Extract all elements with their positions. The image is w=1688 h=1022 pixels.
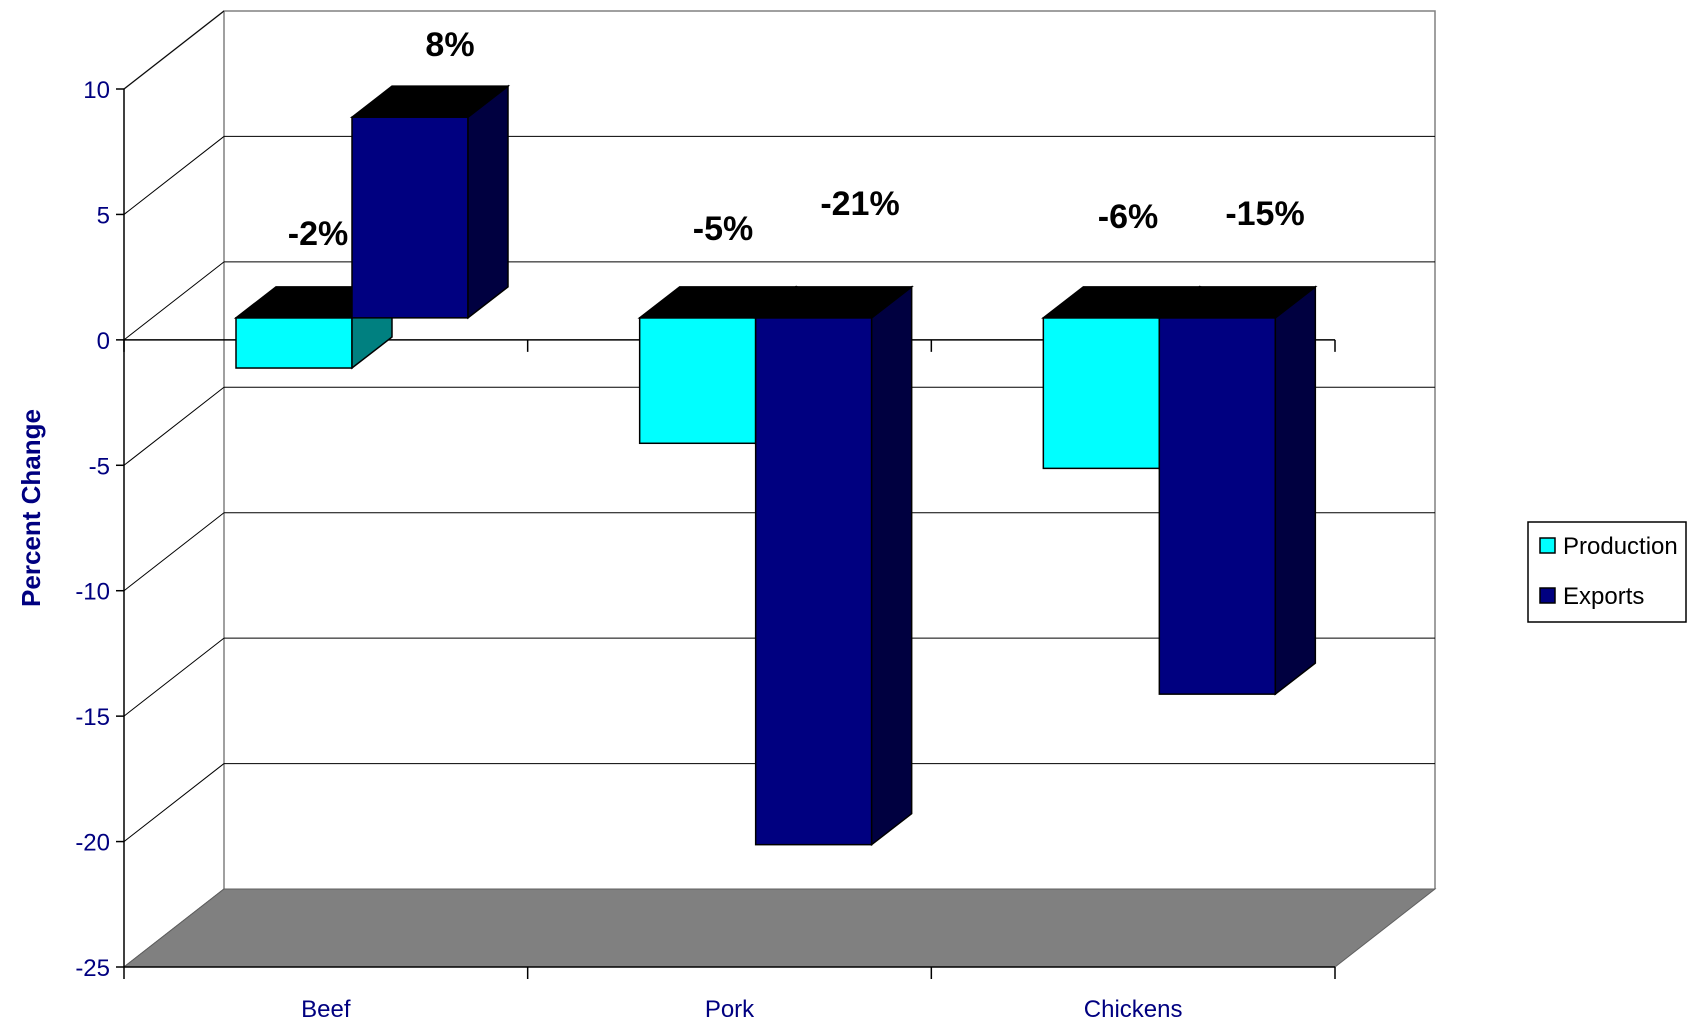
bar-side xyxy=(1274,285,1317,696)
legend: Production Exports xyxy=(1527,521,1687,623)
bar-side xyxy=(870,285,913,847)
y-tick-label: 5 xyxy=(97,202,110,229)
legend-label-exports: Exports xyxy=(1563,583,1644,610)
y-axis-title: Percent Change xyxy=(16,409,46,607)
data-label-exports-beef: 8% xyxy=(425,26,474,64)
y-tick-label: -25 xyxy=(75,955,110,982)
bar-top xyxy=(1157,286,1318,319)
y-tick-label: -10 xyxy=(75,579,110,606)
y-tick-label: -15 xyxy=(75,704,110,731)
y-tick-label: 10 xyxy=(83,77,110,104)
gridline-diagonal xyxy=(123,637,225,717)
bar-side xyxy=(467,84,509,320)
bar-top xyxy=(349,85,511,118)
floor-plane xyxy=(122,888,1437,968)
gridline-diagonal xyxy=(123,763,225,842)
back-wall xyxy=(223,10,1436,889)
gridline-diagonal xyxy=(123,136,225,215)
bar-front xyxy=(638,317,757,445)
data-label-production-beef: -2% xyxy=(288,215,348,253)
data-labels: -2% 8% -5% -21% -6% -15% xyxy=(288,26,1305,253)
bar-front xyxy=(235,317,353,369)
y-tick-label: -5 xyxy=(89,453,110,480)
legend-label-production: Production xyxy=(1563,533,1678,560)
y-tick-label: 0 xyxy=(97,328,110,355)
category-label-pork: Pork xyxy=(705,996,755,1022)
bar-front xyxy=(754,317,873,846)
bar-exports-chickens xyxy=(1157,285,1318,696)
category-label-chickens: Chickens xyxy=(1084,996,1183,1022)
gridline-diagonal xyxy=(123,261,225,341)
bar-top xyxy=(753,286,914,319)
bar-exports-beef xyxy=(349,84,511,320)
y-tick-labels: 10 5 0 -5 -10 -15 -20 -25 xyxy=(75,77,110,982)
legend-swatch-production xyxy=(1539,537,1556,554)
bar-front xyxy=(1042,317,1161,470)
gridline-diagonal xyxy=(123,386,225,466)
data-label-exports-pork: -21% xyxy=(820,185,899,223)
bars xyxy=(233,84,1318,847)
bar-front xyxy=(351,116,469,319)
bar-exports-pork xyxy=(753,285,914,847)
chart-floor xyxy=(122,888,1437,968)
category-labels: Beef Pork Chickens xyxy=(301,996,1182,1022)
category-label-beef: Beef xyxy=(301,996,351,1022)
data-label-production-chickens: -6% xyxy=(1098,198,1158,236)
y-tick-label: -20 xyxy=(75,830,110,857)
data-label-production-pork: -5% xyxy=(693,210,753,248)
gridline-diagonal xyxy=(123,10,225,90)
legend-swatch-exports xyxy=(1539,587,1556,604)
gridline-diagonal xyxy=(123,512,225,592)
bar-front xyxy=(1158,317,1277,695)
data-label-exports-chickens: -15% xyxy=(1225,195,1304,233)
